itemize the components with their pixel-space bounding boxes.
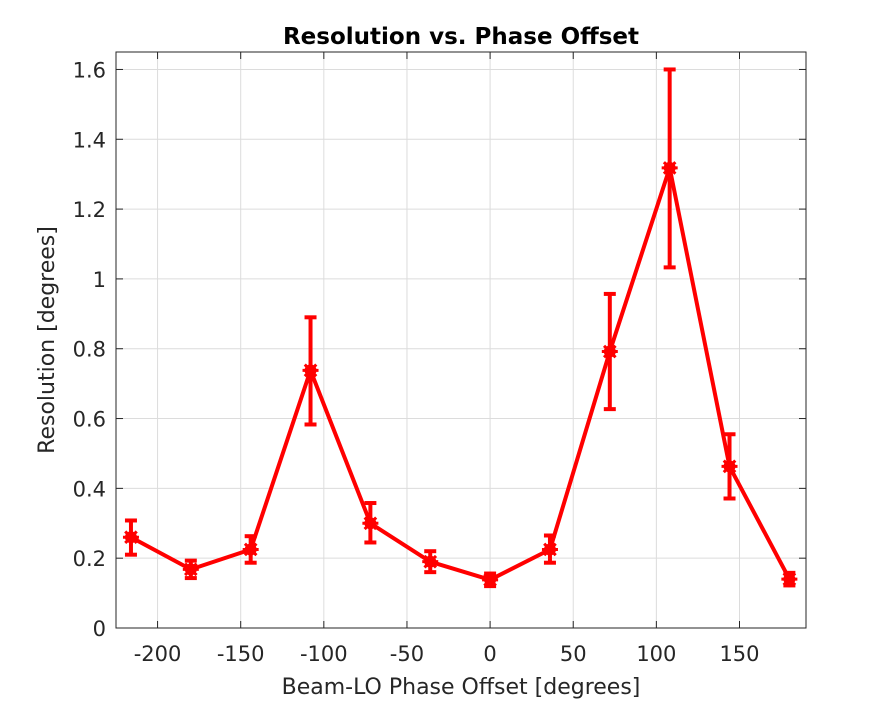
- data-point: [482, 571, 499, 588]
- y-tick-label: 1: [93, 268, 106, 292]
- data-point: [362, 515, 379, 532]
- x-tick-label: 50: [560, 642, 587, 666]
- y-tick-label: 1.4: [73, 128, 106, 152]
- grid: [116, 52, 806, 629]
- data-point: [122, 529, 139, 546]
- y-tick-label: 0.2: [73, 547, 106, 571]
- tick-labels: -200 -150 -100 -50 0 50 100 150 0 0.2 0.4 0.6 0.8 1 1.…: [73, 58, 760, 666]
- data-point: [721, 458, 738, 475]
- x-tick-label: -100: [300, 642, 348, 666]
- data-point: [302, 362, 319, 379]
- data-series: [122, 67, 798, 589]
- x-tick-label: -150: [217, 642, 265, 666]
- x-axis-label: Beam-LO Phase Offset [degrees]: [282, 675, 641, 700]
- y-axis-label: Resolution [degrees]: [35, 226, 60, 454]
- x-tick-label: -200: [134, 642, 182, 666]
- tick-marks: [116, 52, 806, 629]
- data-point: [242, 541, 259, 558]
- x-tick-label: -50: [390, 642, 424, 666]
- series: [122, 67, 798, 589]
- x-tick-label: 0: [483, 642, 496, 666]
- data-point: [422, 553, 439, 570]
- axes-box: [115, 51, 807, 629]
- data-point: [541, 541, 558, 558]
- y-tick-label: 1.6: [73, 58, 106, 82]
- y-tick-label: 1.2: [73, 198, 106, 222]
- series-line: [130, 165, 792, 582]
- chart-title: Resolution vs. Phase Offset: [283, 24, 639, 50]
- x-tick-label: 150: [719, 642, 759, 666]
- data-point: [182, 561, 199, 578]
- y-tick-label: 0.8: [73, 338, 106, 362]
- plot-area: [116, 52, 806, 628]
- y-tick-label: 0: [93, 617, 106, 641]
- data-point: [661, 159, 678, 176]
- y-tick-label: 0.6: [73, 408, 106, 432]
- data-point: [781, 571, 798, 588]
- data-point: [601, 343, 618, 360]
- y-tick-label: 0.4: [73, 477, 106, 501]
- x-tick-label: 100: [636, 642, 676, 666]
